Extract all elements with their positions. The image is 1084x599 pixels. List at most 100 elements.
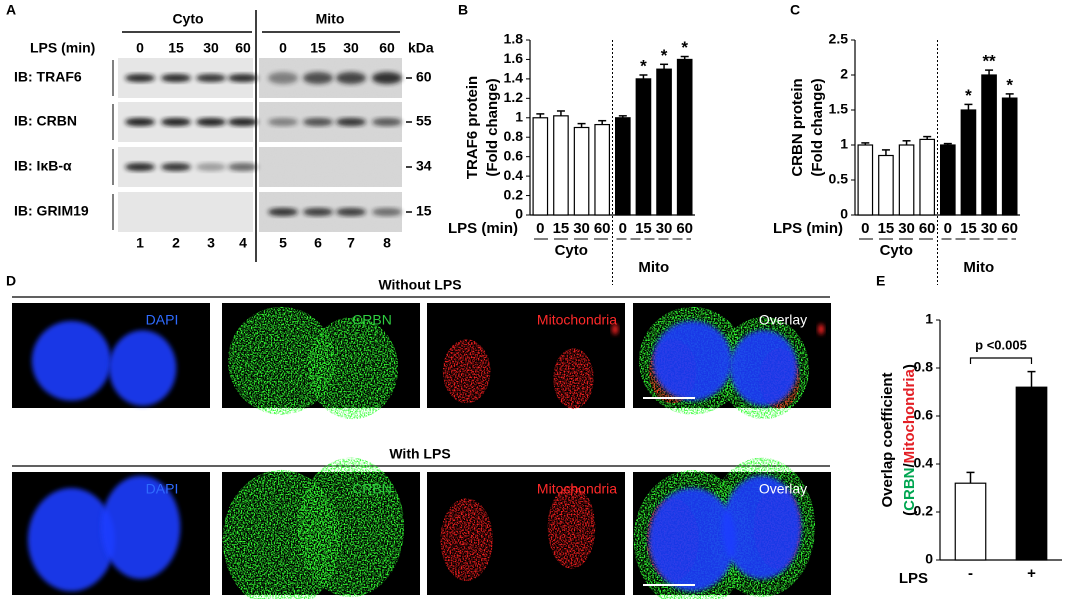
lane-number: 4 xyxy=(239,235,247,251)
bar xyxy=(594,123,611,216)
stain xyxy=(553,348,594,409)
y-tick-label: 0.4 xyxy=(914,455,934,471)
lane-label: 30 xyxy=(343,40,359,56)
marker-label: 55 xyxy=(416,113,432,129)
row-title: With LPS xyxy=(389,446,450,462)
y-tick-label: 0.6 xyxy=(504,147,524,163)
lane-number: 6 xyxy=(314,235,322,251)
stain xyxy=(648,487,736,592)
label-part: CRBN xyxy=(901,468,918,511)
x-tick-label: 60 xyxy=(1001,220,1018,237)
label-part: / xyxy=(901,463,918,468)
band xyxy=(125,163,155,171)
panel-label: E xyxy=(876,273,885,289)
lane-number: 2 xyxy=(172,235,180,251)
stain xyxy=(440,498,493,581)
band xyxy=(268,72,298,84)
y-tick-label: 0.2 xyxy=(914,503,934,519)
channel-label: Overlay xyxy=(759,312,807,328)
band xyxy=(125,74,155,82)
x-axis-label: LPS (min) xyxy=(448,220,518,237)
band xyxy=(303,72,333,84)
stain xyxy=(227,306,335,415)
panel-label: B xyxy=(458,2,468,18)
lane-number: 7 xyxy=(347,235,355,251)
lane-number: 5 xyxy=(279,235,287,251)
blot-bg xyxy=(118,192,253,232)
y-tick-label: 0.2 xyxy=(504,186,524,202)
group-label: Mito xyxy=(638,259,669,276)
panel-label: A xyxy=(6,2,16,18)
marker-label: 60 xyxy=(416,69,432,85)
micrograph: Overlay xyxy=(633,303,831,420)
bar xyxy=(954,482,987,561)
y-tick-label: 0.4 xyxy=(504,167,524,183)
x-tick-label: 60 xyxy=(676,220,693,237)
x-tick-label: 30 xyxy=(656,220,673,237)
band xyxy=(125,118,155,126)
bar xyxy=(573,126,590,216)
bar xyxy=(532,117,549,216)
significance: * xyxy=(681,38,688,57)
bar xyxy=(898,144,915,216)
x-axis-label: LPS (min) xyxy=(773,220,843,237)
panel-label: C xyxy=(790,2,800,18)
band xyxy=(303,118,333,126)
x-tick-label: 15 xyxy=(635,220,652,237)
lane-label: 0 xyxy=(136,40,144,56)
stain xyxy=(730,330,798,406)
y-tick-label: 2 xyxy=(840,66,848,82)
lane-label: 15 xyxy=(168,40,184,56)
channel-label: CRBN xyxy=(352,481,392,497)
x-tick-label: 15 xyxy=(553,220,570,237)
bar xyxy=(635,78,652,216)
channel-label: Overlay xyxy=(759,481,807,497)
stain xyxy=(722,475,802,580)
significance: ** xyxy=(982,52,996,71)
stain xyxy=(818,324,825,335)
y-tick-label: 1.2 xyxy=(504,89,524,105)
band xyxy=(372,208,402,216)
y-axis-label: (Fold change) xyxy=(484,78,501,176)
band xyxy=(228,74,258,82)
x-axis-label: LPS xyxy=(899,570,928,587)
y-tick-label: 1.5 xyxy=(829,101,849,117)
y-tick-label: 1.8 xyxy=(504,31,524,47)
label-part: ) xyxy=(901,364,918,369)
band xyxy=(161,74,191,82)
lane-label: 60 xyxy=(235,40,251,56)
band xyxy=(228,163,258,171)
bar xyxy=(656,68,672,216)
stain xyxy=(307,317,399,420)
row-label: IB: TRAF6 xyxy=(14,69,82,85)
y-axis-label: (Fold change) xyxy=(809,78,826,176)
lane-number: 8 xyxy=(383,235,391,251)
lane-label: 30 xyxy=(203,40,219,56)
y-tick-label: 0 xyxy=(925,551,933,567)
y-axis-label: Overlap coefficient xyxy=(879,372,896,507)
x-tick-label: 0 xyxy=(944,220,952,237)
y-tick-label: 0.8 xyxy=(504,128,524,144)
lane-number: 1 xyxy=(136,235,144,251)
bar xyxy=(981,74,997,216)
band xyxy=(336,118,366,126)
y-tick-label: 1 xyxy=(925,311,933,327)
y-tick-label: 1.4 xyxy=(504,70,524,86)
x-tick-label: 30 xyxy=(981,220,998,237)
stain xyxy=(297,457,405,598)
bar xyxy=(1015,386,1048,561)
band xyxy=(268,208,298,216)
lane-label: 0 xyxy=(279,40,287,56)
y-tick-label: 0 xyxy=(515,206,523,222)
y-axis-label: TRAF6 protein xyxy=(464,76,481,179)
annotation: p <0.005 xyxy=(975,337,1027,352)
row-title: Without LPS xyxy=(378,277,461,293)
x-tick-label: - xyxy=(968,565,973,582)
x-tick-label: 0 xyxy=(536,220,544,237)
marker-label: 15 xyxy=(416,203,432,219)
band xyxy=(196,163,226,171)
micrograph: CRBN xyxy=(222,457,420,599)
